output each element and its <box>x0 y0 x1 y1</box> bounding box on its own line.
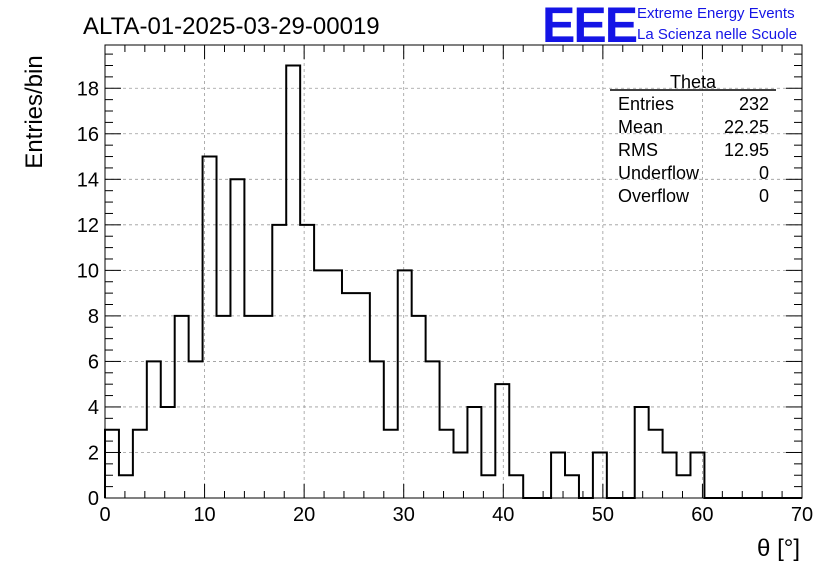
histogram-bin <box>565 475 579 498</box>
stats-row-value: 12.95 <box>724 140 769 160</box>
histogram-bin <box>314 270 328 498</box>
y-tick-label: 12 <box>77 215 99 237</box>
x-tick-label: 70 <box>791 504 813 526</box>
histogram-bin <box>398 270 412 498</box>
x-tick-label: 30 <box>393 504 415 526</box>
logo-line-2: La Scienza nelle Scuole <box>637 26 797 43</box>
histogram-bin <box>440 430 454 498</box>
stats-row-label: Underflow <box>618 163 700 183</box>
histogram-bin <box>328 270 342 498</box>
histogram-bin <box>286 65 300 498</box>
histogram-bin <box>663 452 677 498</box>
stats-row-label: Entries <box>618 94 674 114</box>
eee-logo: EEE Extreme Energy Events La Scienza nel… <box>542 0 797 53</box>
x-tick-label: 50 <box>592 504 614 526</box>
y-axis-title: Entries/bin <box>21 55 48 168</box>
y-tick-label: 8 <box>88 306 99 328</box>
histogram-bin <box>370 361 384 498</box>
stats-row-value: 0 <box>759 186 769 206</box>
histogram-bin <box>649 430 663 498</box>
y-tick-label: 18 <box>77 78 99 100</box>
chart-title: ALTA-01-2025-03-29-00019 <box>83 13 380 40</box>
histogram-bin <box>593 452 607 498</box>
y-tick-label: 0 <box>88 488 99 510</box>
x-tick-label: 60 <box>691 504 713 526</box>
axes: 0 10 20 30 40 50 60 70 0 2 4 6 8 10 12 14 16 18 <box>77 44 813 526</box>
histogram-bin <box>217 316 231 498</box>
histogram-bin <box>384 430 398 498</box>
stats-row-label: RMS <box>618 140 658 160</box>
y-tick-label: 4 <box>88 397 99 419</box>
y-tick-label: 14 <box>77 169 99 191</box>
stats-row-label: Overflow <box>618 186 690 206</box>
x-tick-label: 20 <box>293 504 315 526</box>
histogram-bin <box>258 316 272 498</box>
stats-row-value: 0 <box>759 163 769 183</box>
y-tick-label: 6 <box>88 351 99 373</box>
histogram-bin <box>119 475 133 498</box>
histogram-bin <box>356 293 370 498</box>
x-tick-label: 40 <box>492 504 514 526</box>
histogram-bin <box>677 475 691 498</box>
stats-row-label: Mean <box>618 117 663 137</box>
histogram-bin <box>189 361 203 498</box>
histogram-bin <box>426 361 440 498</box>
histogram-bin <box>133 430 147 498</box>
stats-box: Theta Entries 232 Mean 22.25 RMS 12.95 Underfl… <box>610 72 776 206</box>
logo-mark: EEE <box>542 0 637 53</box>
histogram-bin <box>230 179 244 498</box>
y-tick-label: 2 <box>88 442 99 464</box>
histogram-bin <box>509 475 523 498</box>
stats-row-value: 22.25 <box>724 117 769 137</box>
y-tick-label: 10 <box>77 260 99 282</box>
y-tick-label: 16 <box>77 124 99 146</box>
histogram-bin <box>147 361 161 498</box>
x-tick-label: 10 <box>193 504 215 526</box>
histogram-bin <box>495 384 509 498</box>
histogram-bin <box>175 316 189 498</box>
x-axis-title: θ [°] <box>757 535 800 562</box>
histogram-outline <box>104 64 802 499</box>
x-tick-label: 0 <box>99 504 110 526</box>
histogram-bin <box>454 452 468 498</box>
stats-box-name: Theta <box>670 72 717 92</box>
stats-row-value: 232 <box>739 94 769 114</box>
histogram-bin <box>342 293 356 498</box>
logo-line-1: Extreme Energy Events <box>637 5 795 22</box>
histogram-bars <box>104 64 802 499</box>
histogram-bin <box>300 225 314 498</box>
plot-frame <box>104 44 803 499</box>
